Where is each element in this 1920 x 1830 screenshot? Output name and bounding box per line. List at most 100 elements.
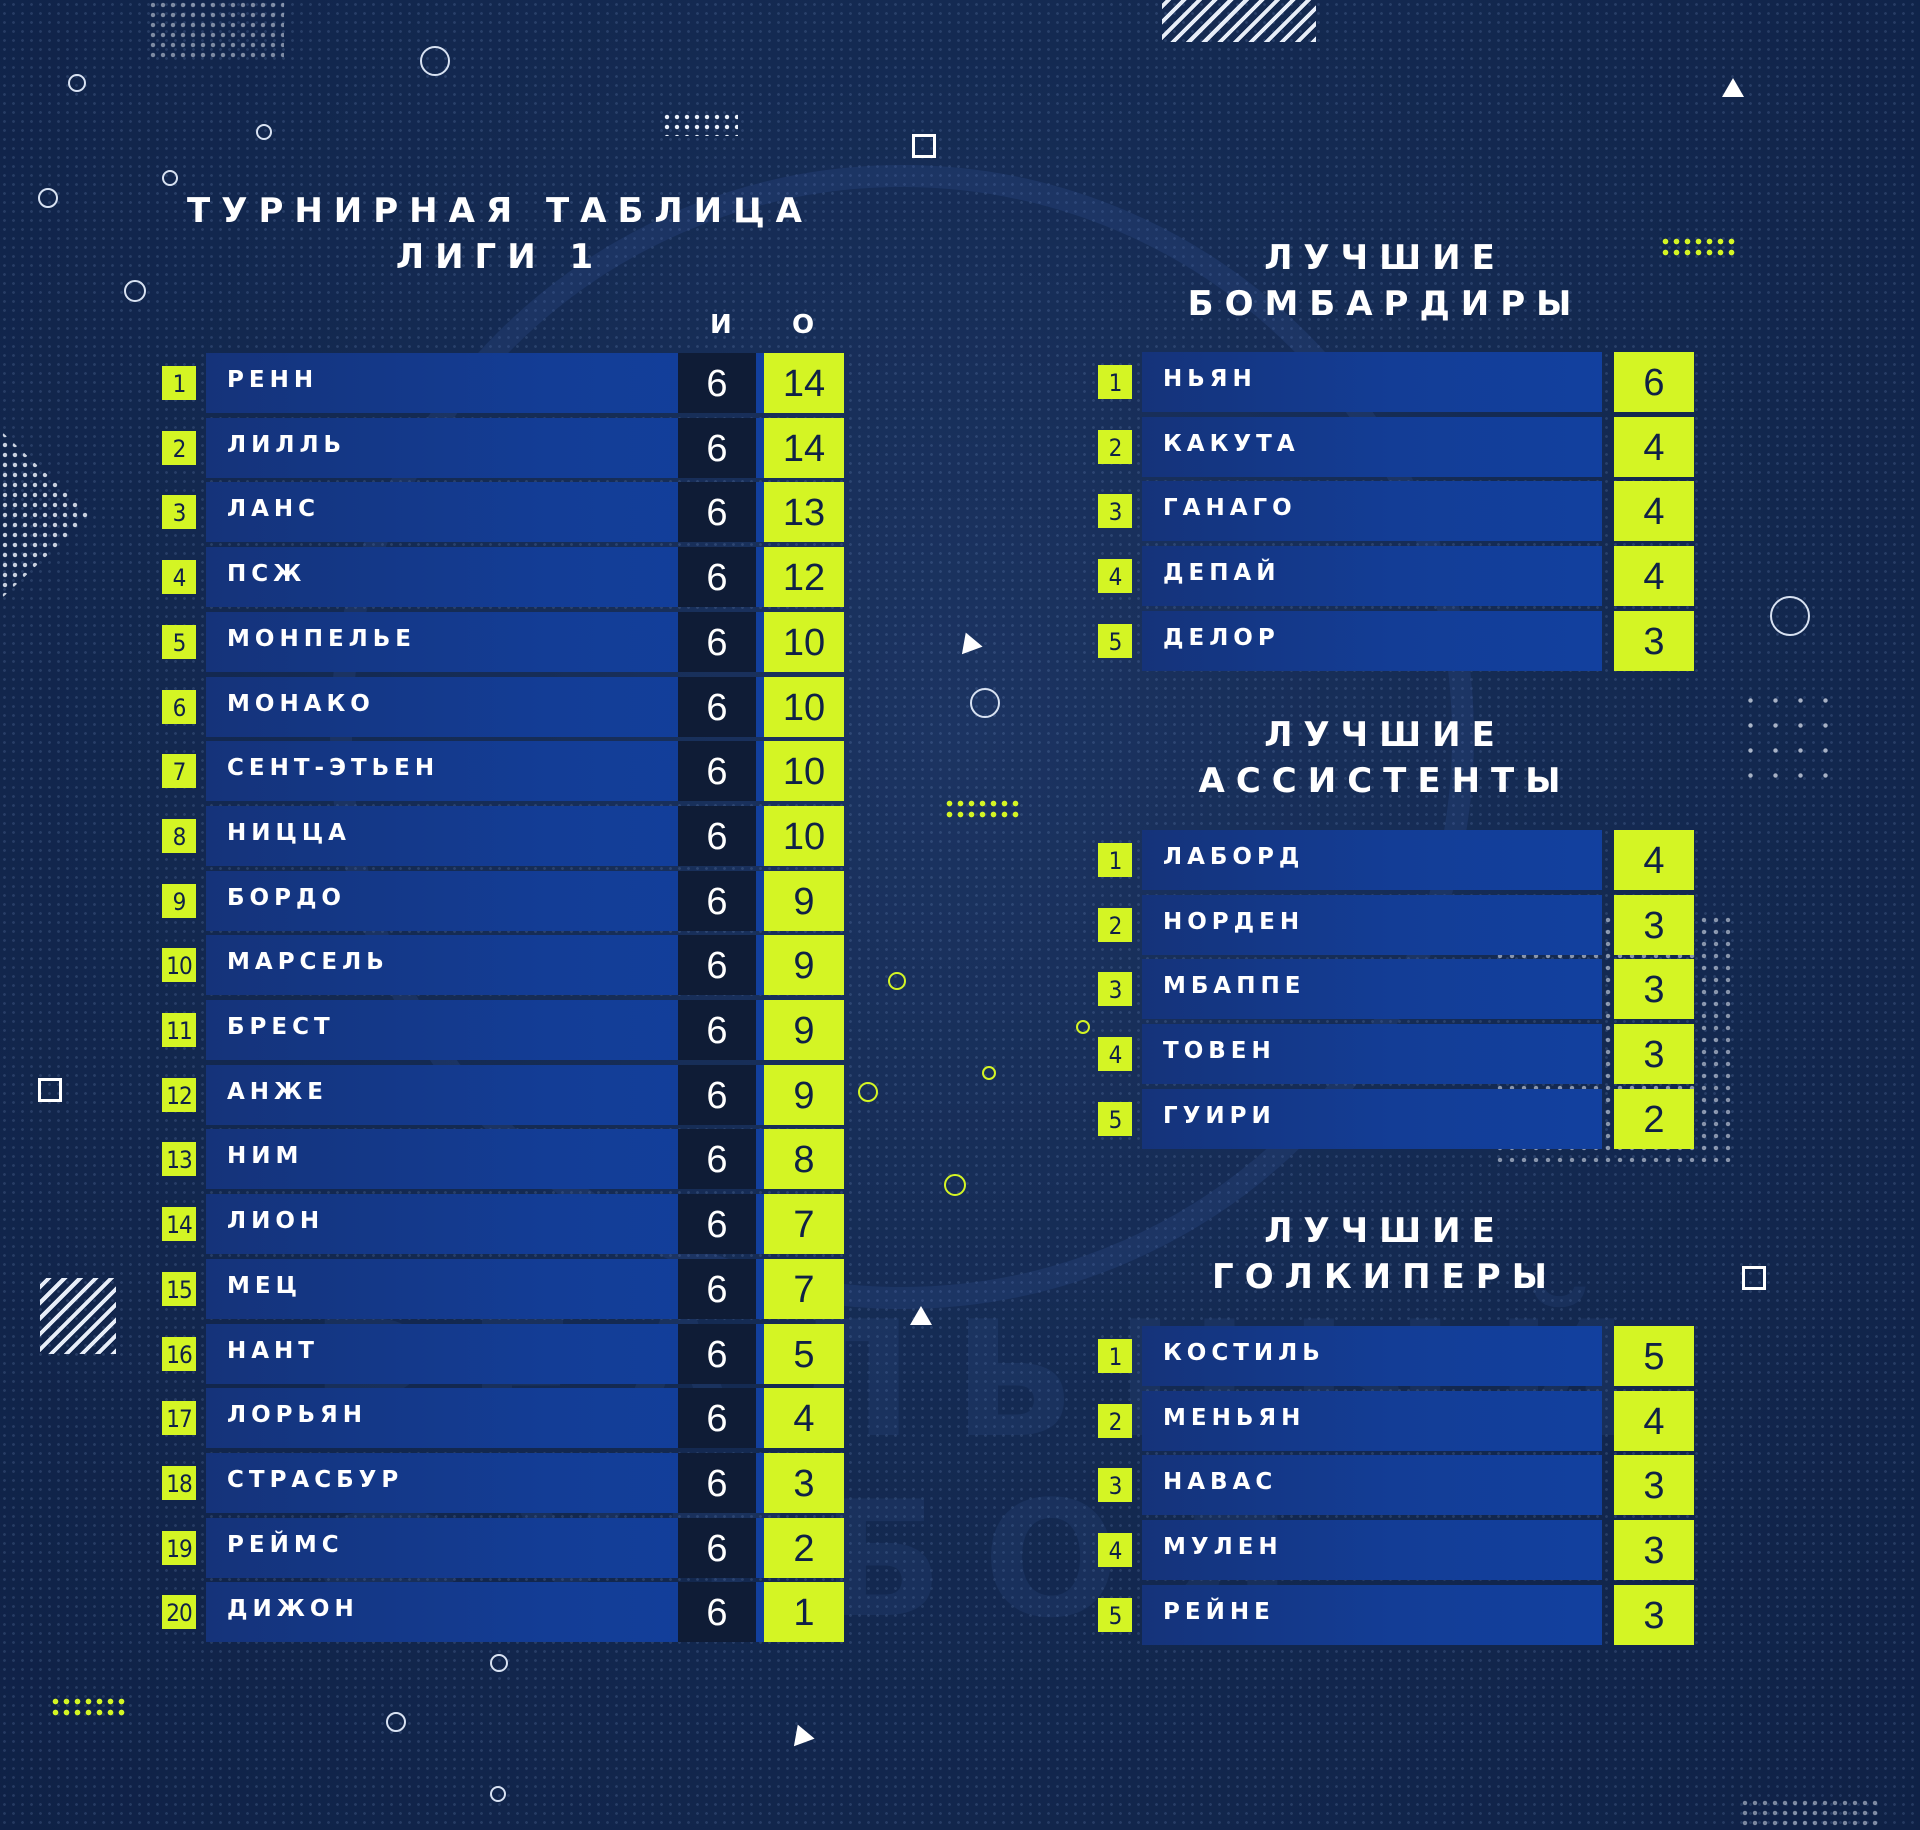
games-played: 6 <box>678 805 756 866</box>
table-row: 11 БРЕСТ 6 9 <box>162 1000 844 1060</box>
team-name: СЕНТ-ЭТЬЕН <box>227 755 440 782</box>
player-row: 5 ДЕЛОР 3 <box>1098 610 1698 671</box>
games-played: 6 <box>678 870 756 931</box>
position-badge: 20 <box>162 1595 196 1630</box>
player-bar <box>1142 1024 1602 1085</box>
table-row: 20 ДИЖОН 6 1 <box>162 1582 844 1643</box>
table-row: 2 ЛИЛЛЬ 6 14 <box>162 417 844 478</box>
column-header-games: И <box>710 310 732 340</box>
games-played: 6 <box>678 1129 756 1190</box>
points: 8 <box>764 1129 844 1190</box>
player-row: 2 КАКУТА 4 <box>1098 416 1698 477</box>
player-bar <box>1142 1455 1602 1516</box>
player-name: ГУИРИ <box>1163 1102 1276 1129</box>
position-badge: 13 <box>162 1142 196 1177</box>
stat-value: 3 <box>1614 1455 1694 1516</box>
assists-title-line1: ЛУЧШИЕ <box>1264 715 1506 755</box>
player-name: РЕЙНЕ <box>1163 1598 1275 1625</box>
player-name: ЛАБОРД <box>1163 844 1305 870</box>
position-badge: 2 <box>1098 1403 1132 1438</box>
player-name: ТОВЕН <box>1163 1038 1276 1065</box>
points: 10 <box>764 676 844 737</box>
team-name: ДИЖОН <box>227 1596 359 1623</box>
points: 9 <box>764 1064 844 1125</box>
points: 5 <box>764 1323 844 1384</box>
points: 14 <box>764 353 844 413</box>
league-table-title: ТУРНИРНАЯ ТАБЛИЦА ЛИГИ 1 <box>180 188 820 280</box>
team-name: МАРСЕЛЬ <box>227 949 389 976</box>
team-name: АНЖЕ <box>227 1078 328 1105</box>
table-row: 1 РЕНН 6 14 <box>162 353 844 413</box>
goalkeepers-title-line2: ГОЛКИПЕРЫ <box>1212 1257 1558 1297</box>
player-name: НОРДЕН <box>1163 908 1305 935</box>
games-played: 6 <box>678 482 756 543</box>
position-badge: 5 <box>162 624 196 659</box>
table-row: 12 АНЖЕ 6 9 <box>162 1064 844 1125</box>
position-badge: 1 <box>1098 1339 1132 1373</box>
position-badge: 11 <box>162 1013 196 1047</box>
table-row: 4 ПСЖ 6 12 <box>162 547 844 608</box>
points: 13 <box>764 482 844 543</box>
points: 7 <box>764 1258 844 1319</box>
stat-value: 4 <box>1614 546 1694 607</box>
stat-value: 3 <box>1614 959 1694 1020</box>
table-row: 5 МОНПЕЛЬЕ 6 10 <box>162 611 844 672</box>
points: 4 <box>764 1388 844 1449</box>
player-bar <box>1142 416 1602 477</box>
points: 10 <box>764 741 844 802</box>
assists-title-line2: АССИСТЕНТЫ <box>1198 761 1572 801</box>
scorers-title: ЛУЧШИЕ БОМБАРДИРЫ <box>1110 235 1660 327</box>
position-badge: 9 <box>162 883 196 918</box>
team-name: ЛАНС <box>227 496 321 523</box>
assists-title: ЛУЧШИЕ АССИСТЕНТЫ <box>1110 712 1660 804</box>
player-name: ДЕЛОР <box>1163 624 1280 651</box>
scorers-title-line2: БОМБАРДИРЫ <box>1187 284 1583 324</box>
points: 9 <box>764 935 844 996</box>
player-name: МУЛЕН <box>1163 1534 1283 1561</box>
column-header-points: О <box>792 310 815 340</box>
player-bar <box>1142 1326 1602 1386</box>
position-badge: 3 <box>162 495 196 530</box>
position-badge: 15 <box>162 1271 196 1306</box>
games-played: 6 <box>678 1323 756 1384</box>
table-row: 7 СЕНТ-ЭТЬЕН 6 10 <box>162 741 844 802</box>
scorers-title-line1: ЛУЧШИЕ <box>1264 238 1506 278</box>
player-name: НАВАС <box>1163 1469 1278 1496</box>
position-badge: 19 <box>162 1530 196 1565</box>
player-row: 4 ДЕПАЙ 4 <box>1098 546 1698 607</box>
league-table-title-line1: ТУРНИРНАЯ ТАБЛИЦА <box>187 191 813 231</box>
table-row: 9 БОРДО 6 9 <box>162 870 844 931</box>
player-bar <box>1142 830 1602 890</box>
goalkeepers-title-line1: ЛУЧШИЕ <box>1264 1211 1506 1251</box>
games-played: 6 <box>678 676 756 737</box>
player-name: НЬЯН <box>1163 366 1257 392</box>
player-bar <box>1142 894 1602 955</box>
player-name: КАКУТА <box>1163 430 1300 457</box>
position-badge: 14 <box>162 1207 196 1242</box>
position-badge: 10 <box>162 948 196 983</box>
games-played: 6 <box>678 1452 756 1513</box>
position-badge: 3 <box>1098 1468 1132 1503</box>
position-badge: 1 <box>1098 365 1132 399</box>
position-badge: 5 <box>1098 1101 1132 1136</box>
player-row: 2 НОРДЕН 3 <box>1098 894 1698 955</box>
points: 10 <box>764 611 844 672</box>
player-name: ДЕПАЙ <box>1163 560 1281 587</box>
points: 10 <box>764 805 844 866</box>
table-row: 3 ЛАНС 6 13 <box>162 482 844 543</box>
position-badge: 12 <box>162 1077 196 1112</box>
position-badge: 8 <box>162 818 196 853</box>
table-row: 15 МЕЦ 6 7 <box>162 1258 844 1319</box>
team-name: МОНАКО <box>227 690 375 717</box>
position-badge: 3 <box>1098 972 1132 1007</box>
stat-value: 3 <box>1614 610 1694 671</box>
table-row: 18 СТРАСБУР 6 3 <box>162 1452 844 1513</box>
points: 1 <box>764 1582 844 1643</box>
player-row: 4 МУЛЕН 3 <box>1098 1520 1698 1581</box>
position-badge: 4 <box>1098 559 1132 594</box>
points: 9 <box>764 1000 844 1060</box>
games-played: 6 <box>678 353 756 413</box>
points: 3 <box>764 1452 844 1513</box>
stat-value: 3 <box>1614 894 1694 955</box>
player-bar <box>1142 610 1602 671</box>
